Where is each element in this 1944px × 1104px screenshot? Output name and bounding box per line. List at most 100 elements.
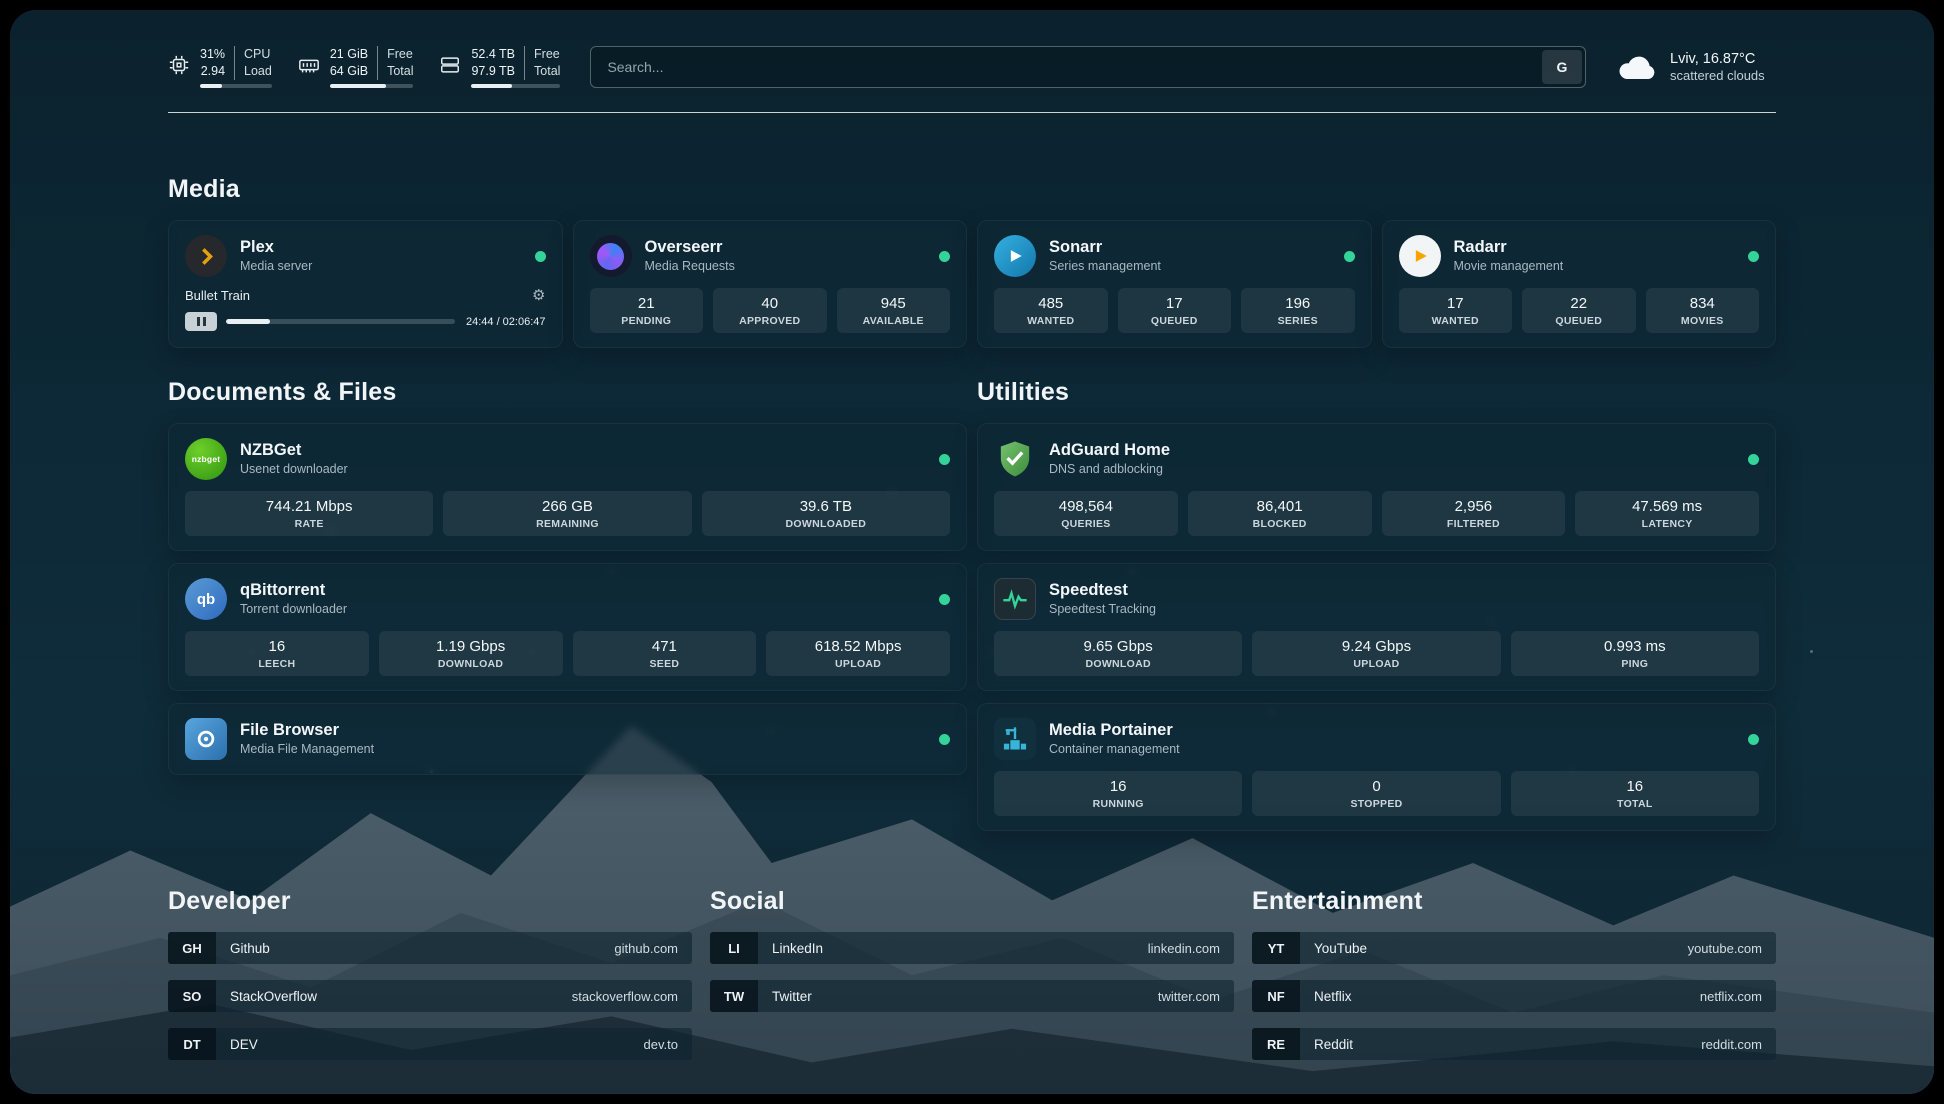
bookmark-reddit[interactable]: RE Reddit reddit.com [1252, 1028, 1776, 1060]
bookmark-url: youtube.com [1687, 940, 1762, 956]
disk-usage-bar [471, 84, 561, 88]
settings-gear-icon[interactable]: ⚙ [532, 287, 546, 304]
bookmark-name: Twitter [772, 988, 812, 1004]
overseerr-name: Overseerr [644, 238, 723, 257]
bookmark-twitter[interactable]: TW Twitter twitter.com [710, 980, 1234, 1012]
cpu-text: 31% 2.94 CPU Load [200, 46, 272, 88]
section-developer: Developer GH Github github.com SO StackO… [168, 887, 692, 1076]
disk-free-value: 52.4 TB [471, 47, 516, 61]
stat-download: 9.65 Gbps DOWNLOAD [994, 631, 1243, 676]
service-card-sonarr[interactable]: Sonarr Series management 485 WANTED 17 Q… [977, 220, 1372, 348]
radarr-name: Radarr [1453, 238, 1507, 257]
memory-free-value: 21 GiB [329, 47, 369, 61]
bookmark-name: LinkedIn [772, 940, 824, 956]
stat-wanted: 485 WANTED [994, 288, 1108, 333]
bookmark-abbr: GH [168, 932, 216, 964]
disk-widget: 52.4 TB 97.9 TB Free Total [439, 46, 561, 88]
adguard-name: AdGuard Home [1049, 441, 1171, 460]
service-card-portainer[interactable]: Media Portainer Container management 16 … [977, 703, 1776, 831]
section-entertainment: Entertainment YT YouTube youtube.com NF … [1252, 887, 1776, 1076]
adguard-status-indicator [1748, 453, 1759, 465]
sonarr-subtitle: Series management [1049, 259, 1161, 273]
weather-location-temp: Lviv, 16.87°C [1670, 50, 1756, 67]
bookmark-name: Reddit [1314, 1036, 1354, 1052]
bookmark-url: github.com [614, 940, 678, 956]
bookmark-stackoverflow[interactable]: SO StackOverflow stackoverflow.com [168, 980, 692, 1012]
bookmark-abbr: RE [1252, 1028, 1300, 1060]
stat-available: 945 AVAILABLE [836, 288, 950, 333]
bookmark-github[interactable]: GH Github github.com [168, 932, 692, 964]
service-card-overseerr[interactable]: Overseerr Media Requests 21 PENDING 40 A… [572, 220, 967, 348]
disk-free-label: Free [534, 47, 560, 61]
bookmark-youtube[interactable]: YT YouTube youtube.com [1252, 932, 1776, 964]
filebrowser-icon [185, 718, 227, 760]
adguard-icon [994, 438, 1036, 480]
memory-free-label: Free [387, 47, 413, 61]
stat-upload: 618.52 Mbps UPLOAD [766, 631, 950, 676]
search-bar: G [590, 46, 1586, 88]
sonarr-name: Sonarr [1049, 238, 1103, 257]
disk-total-label: Total [534, 64, 561, 78]
bookmark-abbr: LI [710, 932, 758, 964]
nzbget-status-indicator [939, 453, 950, 465]
bookmark-dev[interactable]: DT DEV dev.to [168, 1028, 692, 1060]
service-card-nzbget[interactable]: nzbget NZBGet Usenet downloader 744.21 M… [168, 423, 967, 551]
bookmark-linkedin[interactable]: LI LinkedIn linkedin.com [710, 932, 1234, 964]
playback-progress-bar[interactable] [226, 319, 455, 324]
plex-name: Plex [240, 238, 274, 257]
stat-series: 196 SERIES [1241, 288, 1355, 333]
documents-section-title: Documents & Files [168, 378, 397, 406]
cpu-usage-bar [200, 84, 272, 88]
service-card-qbittorrent[interactable]: qb qBittorrent Torrent downloader 16 [168, 563, 967, 691]
bookmarks-area: Developer GH Github github.com SO StackO… [168, 887, 1776, 1094]
filebrowser-name: File Browser [240, 721, 340, 740]
qbittorrent-name: qBittorrent [240, 581, 326, 600]
disk-text: 52.4 TB 97.9 TB Free Total [471, 46, 561, 88]
service-card-radarr[interactable]: Radarr Movie management 17 WANTED 22 QUE… [1381, 220, 1776, 348]
speedtest-subtitle: Speedtest Tracking [1049, 602, 1157, 616]
bookmark-url: twitter.com [1157, 988, 1220, 1004]
stat-queued: 22 QUEUED [1522, 288, 1636, 333]
stat-queued: 17 QUEUED [1117, 288, 1231, 333]
search-input[interactable] [590, 46, 1586, 88]
cpu-icon [168, 54, 190, 76]
pause-button[interactable] [185, 312, 217, 331]
filebrowser-status-indicator [939, 733, 950, 745]
weather-condition: scattered clouds [1670, 67, 1765, 83]
portainer-status-indicator [1748, 733, 1759, 745]
bookmark-netflix[interactable]: NF Netflix netflix.com [1252, 980, 1776, 1012]
bookmark-abbr: SO [168, 980, 216, 1012]
system-info: 31% 2.94 CPU Load [168, 46, 561, 88]
bookmark-name: YouTube [1314, 940, 1368, 956]
stat-total: 16 TOTAL [1510, 771, 1759, 816]
stat-leech: 16 LEECH [185, 631, 369, 676]
media-section-title: Media [168, 175, 240, 203]
speedtest-icon [994, 578, 1036, 620]
stat-pending: 21 PENDING [589, 288, 703, 333]
service-card-plex[interactable]: Plex Media server Bullet Train ⚙ [168, 220, 563, 348]
radarr-status-indicator [1748, 250, 1759, 262]
overseerr-subtitle: Media Requests [644, 259, 735, 273]
service-card-speedtest[interactable]: Speedtest Speedtest Tracking 9.65 Gbps D… [977, 563, 1776, 691]
bookmark-abbr: YT [1252, 932, 1300, 964]
bookmark-abbr: TW [710, 980, 758, 1012]
bookmark-name: Netflix [1314, 988, 1352, 1004]
service-card-adguard[interactable]: AdGuard Home DNS and adblocking 498,564 … [977, 423, 1776, 551]
stat-filtered: 2,956 FILTERED [1381, 491, 1566, 536]
stat-ping: 0.993 ms PING [1510, 631, 1759, 676]
qbittorrent-status-indicator [939, 593, 950, 605]
service-card-filebrowser[interactable]: File Browser Media File Management [168, 703, 967, 775]
sonarr-status-indicator [1343, 250, 1355, 262]
teal-overlay [10, 10, 1934, 1094]
portainer-subtitle: Container management [1049, 742, 1180, 756]
bookmark-url: netflix.com [1699, 988, 1762, 1004]
plex-subtitle: Media server [240, 259, 313, 273]
bookmark-name: StackOverflow [230, 988, 318, 1004]
memory-text: 21 GiB 64 GiB Free Total [329, 46, 414, 88]
adguard-subtitle: DNS and adblocking [1049, 462, 1163, 476]
cpu-load-label: Load [244, 64, 272, 78]
plex-status-indicator [534, 250, 546, 262]
search-provider-button[interactable]: G [1542, 50, 1582, 84]
stat-blocked: 86,401 BLOCKED [1187, 491, 1372, 536]
radarr-subtitle: Movie management [1453, 259, 1564, 273]
